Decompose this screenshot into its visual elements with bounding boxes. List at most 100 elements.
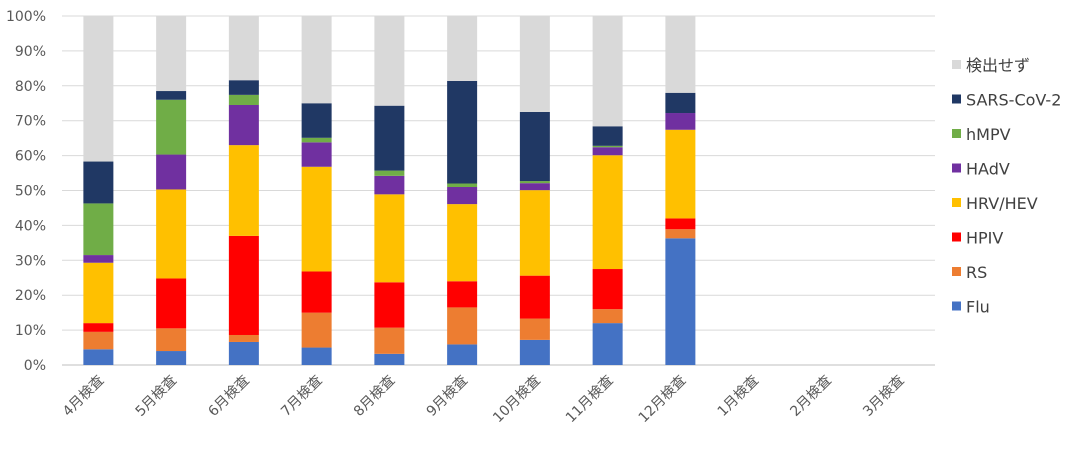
bar-segment bbox=[228, 341, 259, 365]
x-tick-label: 7月検査 bbox=[278, 373, 325, 420]
y-tick-label: 40% bbox=[15, 218, 46, 234]
bar-segment bbox=[301, 312, 332, 348]
bar-segment bbox=[374, 105, 405, 171]
bar-segment bbox=[519, 275, 550, 319]
legend-swatch bbox=[952, 94, 961, 104]
x-tick-label: 11月検査 bbox=[563, 373, 617, 427]
bar-segment bbox=[228, 145, 259, 236]
bar-segment bbox=[374, 175, 405, 195]
x-tick-label: 8月検査 bbox=[351, 373, 398, 420]
bar-segment bbox=[519, 190, 550, 276]
bar-segment bbox=[301, 166, 332, 272]
bar-segment bbox=[447, 344, 478, 365]
legend-swatch bbox=[952, 163, 961, 173]
bar-segment bbox=[156, 154, 187, 190]
bar-segment bbox=[83, 349, 114, 365]
bar-segment bbox=[156, 99, 187, 155]
bar-segment bbox=[374, 353, 405, 365]
legend-label: SARS-CoV-2 bbox=[966, 91, 1061, 110]
bar-segment bbox=[228, 104, 259, 146]
bar-segment bbox=[83, 255, 114, 263]
bar-segment bbox=[519, 183, 550, 191]
bar-segment bbox=[374, 282, 405, 328]
y-axis: 0% 10% 20% 30% 40% 50% 60% 70% 80% 90% 100% bbox=[6, 9, 46, 374]
bar-segment bbox=[156, 278, 187, 329]
bar-segment bbox=[447, 16, 478, 81]
y-tick-label: 10% bbox=[15, 323, 46, 339]
bar-segment bbox=[447, 204, 478, 282]
bar-segment bbox=[519, 16, 550, 112]
x-tick-label: 5月検査 bbox=[133, 373, 180, 420]
bar-segment bbox=[447, 183, 478, 188]
bar-segment bbox=[665, 129, 696, 219]
x-tick-label: 2月検査 bbox=[787, 373, 834, 420]
bar-segment bbox=[447, 80, 478, 184]
legend-swatch bbox=[952, 198, 961, 207]
bar-segment bbox=[228, 80, 259, 95]
y-tick-label: 30% bbox=[15, 253, 46, 269]
y-tick-label: 60% bbox=[15, 149, 46, 165]
bar-segment bbox=[374, 170, 405, 176]
x-tick-label: 3月検査 bbox=[860, 373, 907, 420]
y-tick-label: 20% bbox=[15, 288, 46, 304]
bar-segment bbox=[519, 111, 550, 182]
bar-segment bbox=[83, 16, 114, 162]
bar-segment bbox=[156, 351, 187, 365]
bar-segment bbox=[374, 16, 405, 106]
bar-segment bbox=[592, 309, 623, 324]
bar-segment bbox=[592, 126, 623, 146]
bar-segment bbox=[665, 92, 696, 114]
legend: 検出せず SARS-CoV-2 hMPV HAdV HRV/HEV HPIV RS Flu bbox=[952, 56, 1061, 317]
legend-label: HRV/HEV bbox=[966, 194, 1038, 213]
legend-swatch bbox=[952, 301, 961, 311]
x-tick-label: 12月検査 bbox=[636, 373, 690, 427]
legend-label: RS bbox=[966, 263, 987, 282]
bar-segment bbox=[301, 103, 332, 138]
bar-segment bbox=[519, 339, 550, 365]
bar-segment bbox=[447, 187, 478, 205]
bar-segment bbox=[374, 194, 405, 283]
legend-label: hMPV bbox=[966, 125, 1011, 144]
bar-segment bbox=[156, 189, 187, 279]
bar-segment bbox=[301, 347, 332, 365]
bar-segment bbox=[592, 323, 623, 365]
bar-segment bbox=[228, 235, 259, 335]
legend-swatch bbox=[952, 232, 961, 242]
bar-segment bbox=[519, 181, 550, 184]
legend-label: 検出せず bbox=[966, 56, 1030, 75]
x-tick-label: 1月検査 bbox=[715, 373, 762, 420]
gridlines bbox=[62, 15, 935, 366]
bar-segment bbox=[592, 269, 623, 310]
bar-segment bbox=[447, 281, 478, 308]
bars bbox=[83, 16, 696, 365]
bar-segment bbox=[301, 271, 332, 313]
bar-segment bbox=[83, 161, 114, 204]
bar-segment bbox=[156, 91, 187, 100]
bar-segment bbox=[665, 113, 696, 130]
x-tick-label: 10月検査 bbox=[490, 373, 544, 427]
y-tick-label: 50% bbox=[15, 184, 46, 200]
bar-segment bbox=[447, 307, 478, 345]
bar-segment bbox=[301, 142, 332, 167]
x-tick-label: 9月検査 bbox=[424, 373, 471, 420]
legend-label: HAdV bbox=[966, 160, 1010, 179]
x-axis: 4月検査 5月検査 6月検査 7月検査 8月検査 9月検査 10月検査 11月検査 12月検査 1… bbox=[60, 373, 908, 427]
bar-segment bbox=[228, 334, 259, 342]
y-tick-label: 0% bbox=[24, 358, 46, 374]
legend-swatch bbox=[952, 267, 961, 276]
bar-segment bbox=[83, 331, 114, 350]
bar-segment bbox=[83, 203, 114, 256]
bar-segment bbox=[156, 16, 187, 92]
y-tick-label: 100% bbox=[6, 9, 46, 25]
bar-segment bbox=[228, 16, 259, 81]
y-tick-label: 80% bbox=[15, 79, 46, 95]
bar-segment bbox=[301, 16, 332, 104]
bar-segment bbox=[301, 137, 332, 143]
bar-segment bbox=[519, 318, 550, 340]
legend-swatch bbox=[952, 129, 961, 138]
bar-segment bbox=[83, 262, 114, 324]
bar-segment bbox=[592, 147, 623, 156]
legend-label: HPIV bbox=[966, 229, 1003, 248]
legend-swatch bbox=[952, 60, 961, 69]
